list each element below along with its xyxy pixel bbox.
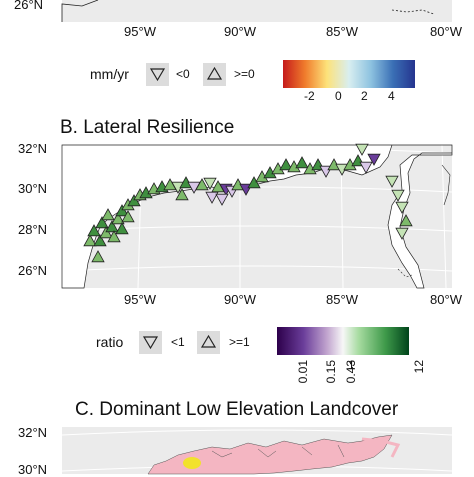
panel-a-map bbox=[61, 0, 452, 22]
up-triangle-icon bbox=[206, 66, 223, 80]
yellow-landcover-patch bbox=[183, 457, 201, 469]
down-triangle-marker bbox=[385, 175, 399, 188]
down-triangle-marker bbox=[367, 153, 381, 166]
up-triangle-marker bbox=[175, 188, 189, 201]
up-triangle-marker bbox=[115, 222, 129, 235]
up-triangle-marker bbox=[107, 230, 121, 243]
panel-a-colorbar-tick-3: 4 bbox=[388, 89, 395, 103]
panel-c-title: C. Dominant Low Elevation Landcover bbox=[75, 399, 399, 420]
panel-a-legend-key-down-label: <0 bbox=[176, 67, 190, 81]
panel-a-colorbar-tick-0: -2 bbox=[304, 89, 315, 103]
panel-b-map bbox=[61, 143, 453, 289]
panel-b-y-label-26n: 26°N bbox=[18, 263, 48, 278]
up-triangle-marker bbox=[95, 216, 109, 229]
panel-b-legend-key-down-label: <1 bbox=[171, 335, 185, 349]
panel-a-legend-key-up bbox=[203, 63, 226, 86]
up-triangle-marker bbox=[99, 226, 113, 239]
up-triangle-marker bbox=[195, 178, 209, 191]
panel-a-legend-key-up-label: >=0 bbox=[234, 67, 255, 81]
panel-b-colorbar-tick-3: 1 bbox=[348, 358, 355, 372]
panel-c-y-label-30n: 30°N bbox=[18, 462, 48, 477]
panel-c-y-label-32n: 32°N bbox=[18, 425, 48, 440]
up-triangle-marker bbox=[101, 208, 115, 221]
up-triangle-marker bbox=[127, 194, 141, 207]
panel-b-colorbar-tick-1: 0.15 bbox=[324, 360, 338, 384]
panel-b-x-label-95w: 95°W bbox=[124, 292, 156, 307]
panel-c-map bbox=[61, 427, 453, 475]
up-triangle-marker bbox=[279, 158, 293, 171]
down-triangle-icon bbox=[149, 68, 166, 82]
panel-b-y-label-30n: 30°N bbox=[18, 181, 48, 196]
panel-a-colorbar-tick-1: 0 bbox=[335, 89, 342, 103]
panel-b-x-label-85w: 85°W bbox=[326, 292, 358, 307]
panel-a: 26°N 95°W 90°W 85°W 80°W mm/yr <0 >=0 -2… bbox=[0, 0, 474, 112]
panel-a-x-label-95w: 95°W bbox=[124, 24, 156, 39]
panel-a-x-label-80w: 80°W bbox=[430, 24, 462, 39]
up-triangle-marker bbox=[91, 250, 105, 263]
panel-a-colorbar bbox=[283, 60, 415, 88]
down-triangle-marker bbox=[395, 227, 409, 240]
up-triangle-marker bbox=[111, 212, 125, 225]
panel-b-x-label-80w: 80°W bbox=[430, 292, 462, 307]
panel-a-x-label-90w: 90°W bbox=[224, 24, 256, 39]
up-triangle-marker bbox=[93, 234, 107, 247]
up-triangle-marker bbox=[121, 210, 135, 223]
up-triangle-marker bbox=[87, 224, 101, 237]
panel-b-y-label-32n: 32°N bbox=[18, 141, 48, 156]
down-triangle-marker bbox=[359, 161, 373, 174]
up-triangle-marker bbox=[105, 220, 119, 233]
panel-b-legend-key-up-label: >=1 bbox=[229, 335, 250, 349]
down-triangle-marker bbox=[395, 201, 409, 214]
panel-b-colorbar bbox=[277, 327, 409, 355]
landcover-area bbox=[147, 434, 393, 475]
up-triangle-marker bbox=[399, 214, 413, 227]
panel-b-colorbar-tick-4: 12 bbox=[412, 360, 426, 374]
up-triangle-marker bbox=[295, 156, 309, 169]
panel-a-colorbar-tick-2: 2 bbox=[361, 89, 368, 103]
down-triangle-icon bbox=[142, 336, 159, 350]
panel-a-y-label: 26°N bbox=[14, 0, 44, 12]
panel-b-markers bbox=[83, 143, 413, 263]
down-triangle-marker bbox=[205, 191, 219, 204]
panel-b-legend-key-down bbox=[139, 331, 162, 354]
down-triangle-marker bbox=[355, 143, 369, 156]
panel-a-x-label-85w: 85°W bbox=[326, 24, 358, 39]
panel-a-legend-title: mm/yr bbox=[90, 66, 129, 82]
panel-a-legend-key-down bbox=[146, 63, 169, 86]
up-triangle-marker bbox=[83, 234, 97, 247]
down-triangle-marker bbox=[203, 177, 217, 190]
panel-b-y-label-28n: 28°N bbox=[18, 222, 48, 237]
down-triangle-marker bbox=[391, 189, 405, 202]
panel-b-title: B. Lateral Resilience bbox=[60, 117, 235, 138]
up-triangle-marker bbox=[247, 176, 261, 189]
land-area bbox=[61, 144, 453, 289]
up-triangle-marker bbox=[115, 204, 129, 217]
panel-b-legend-title: ratio bbox=[96, 334, 124, 350]
up-triangle-icon bbox=[200, 334, 217, 348]
panel-b-x-label-90w: 90°W bbox=[224, 292, 256, 307]
panel-b-colorbar-tick-0: 0.01 bbox=[296, 360, 310, 384]
down-triangle-marker bbox=[215, 193, 229, 206]
panel-b-legend-key-up bbox=[197, 331, 220, 354]
